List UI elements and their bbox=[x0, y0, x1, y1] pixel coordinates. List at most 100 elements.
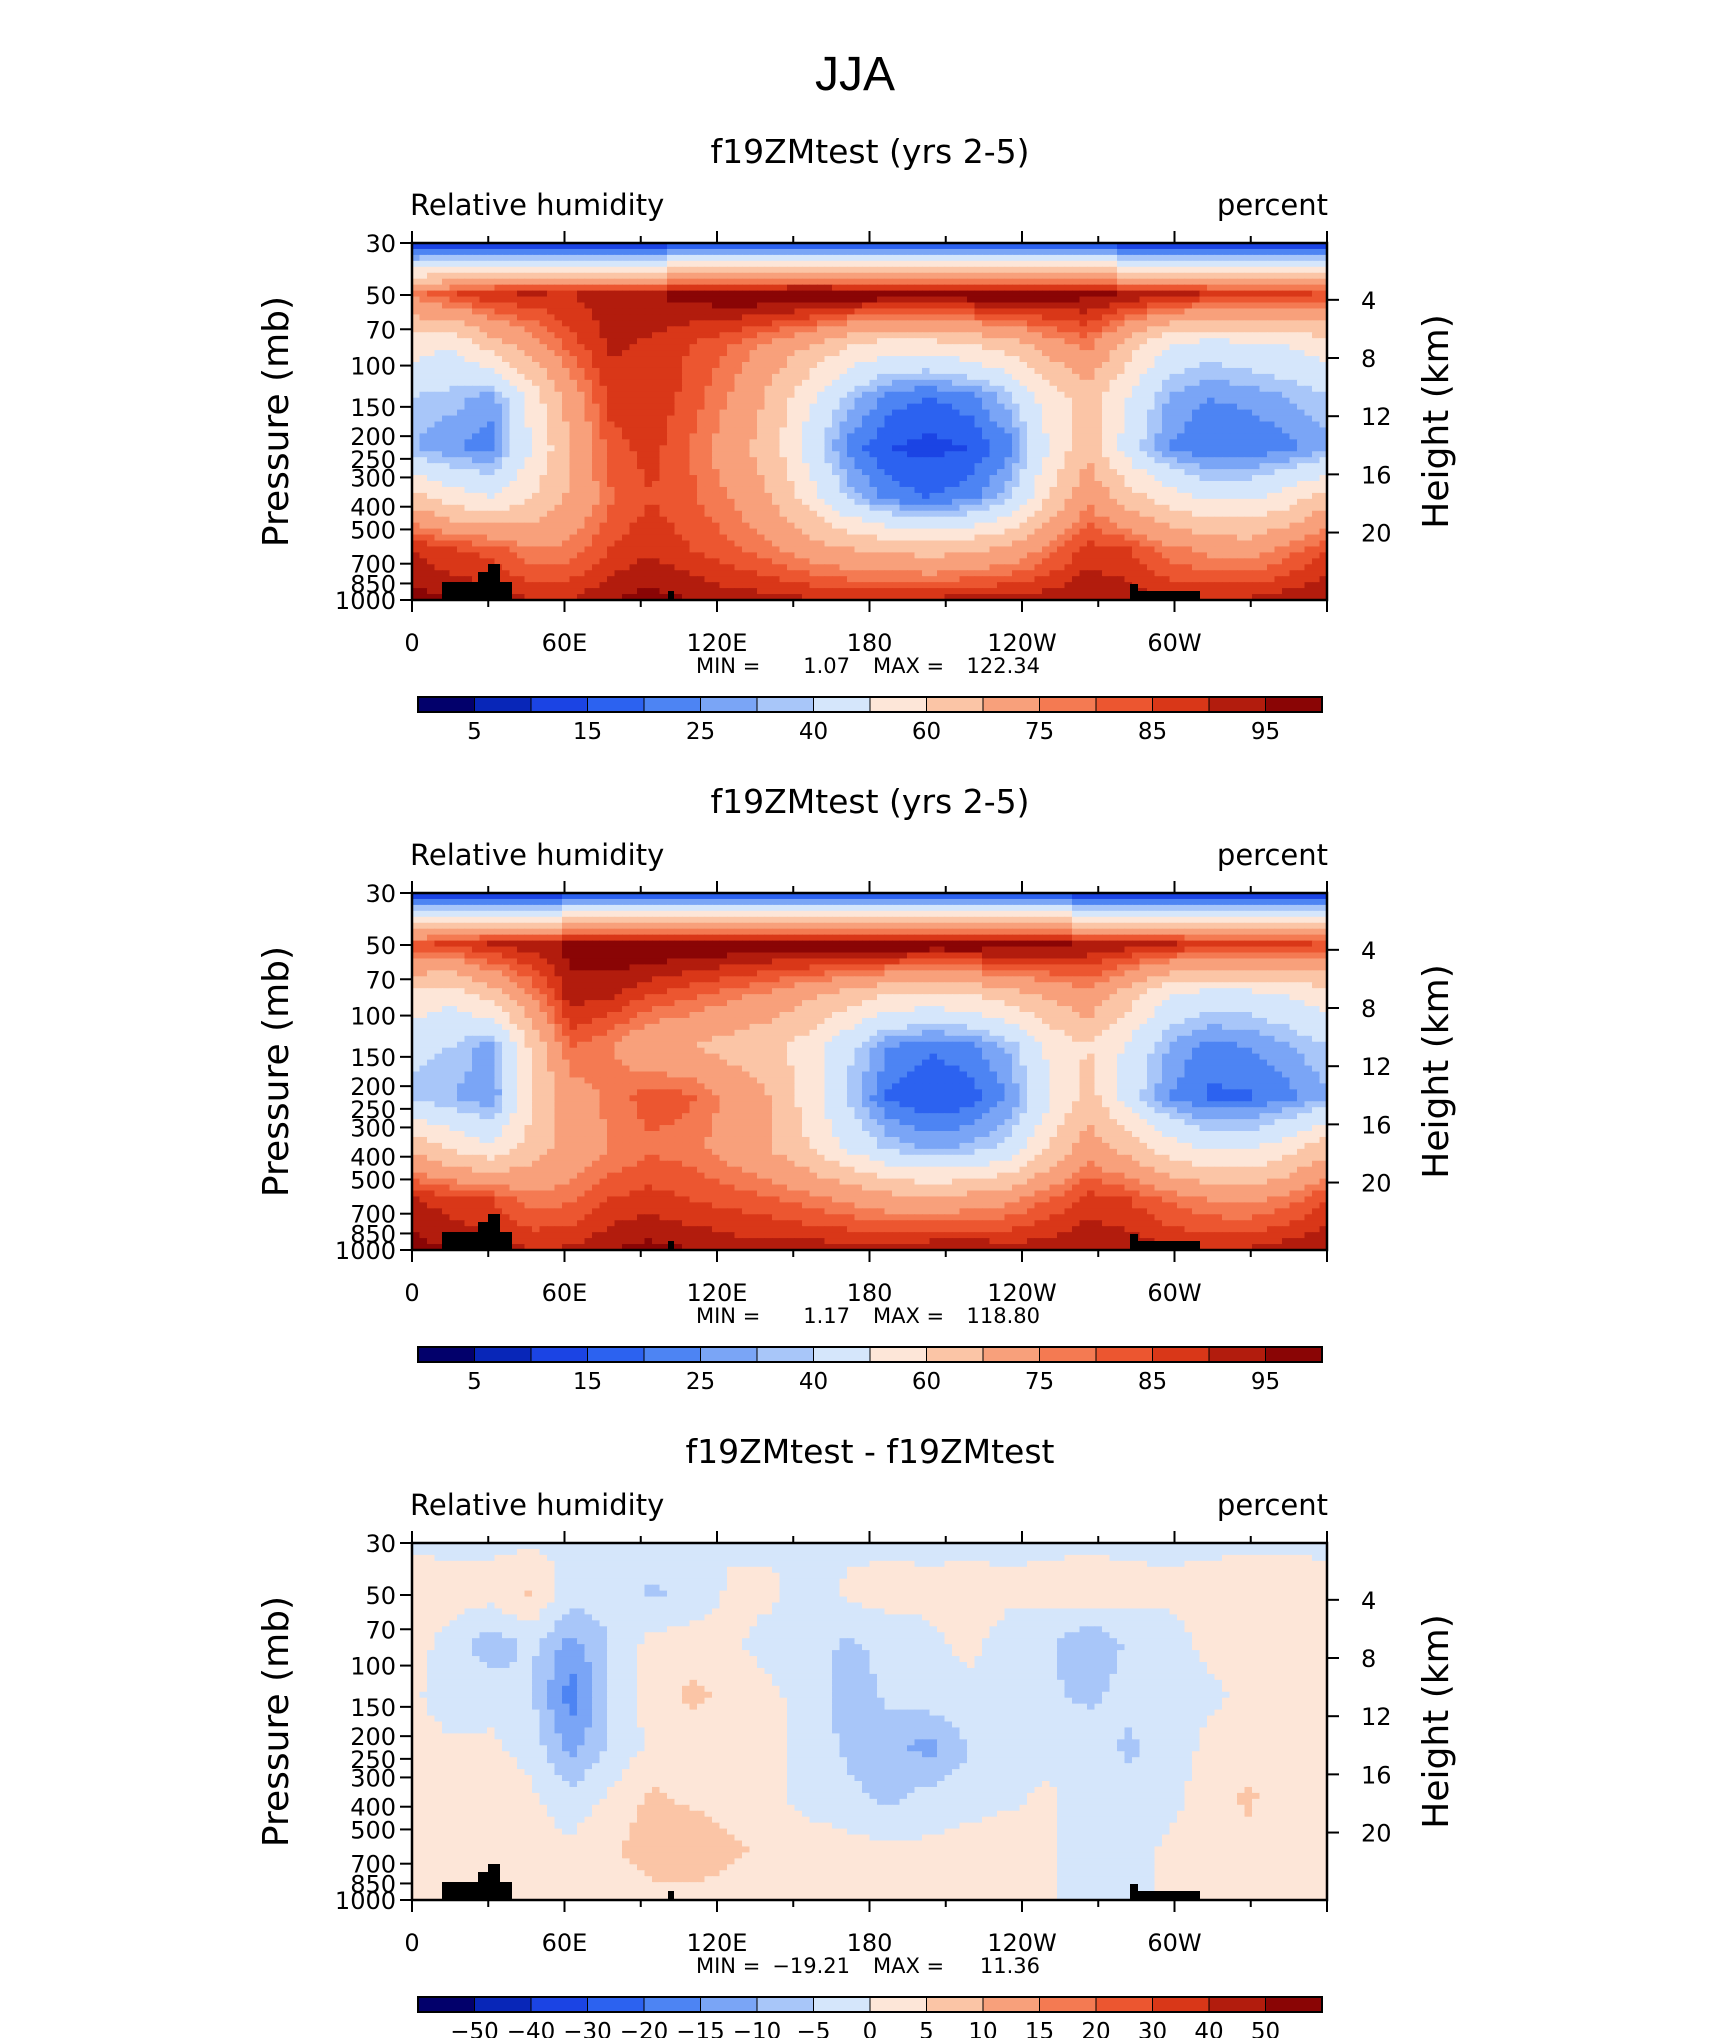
y-axis-title: Pressure (mb) bbox=[256, 946, 297, 1197]
max-value: 122.34 bbox=[967, 654, 1040, 678]
x-tick-label: 60W bbox=[1147, 1929, 1201, 1957]
height-axis: 20 16 12 8 4 bbox=[1327, 287, 1392, 548]
x-tick-label: 60E bbox=[542, 1279, 588, 1307]
colorbar-swatch bbox=[982, 1346, 1040, 1363]
colorbar-swatch bbox=[1095, 1996, 1153, 2013]
colorbar-swatch bbox=[813, 1346, 871, 1363]
colorbar-label: 5 bbox=[467, 719, 482, 745]
colorbar-swatch bbox=[417, 1346, 475, 1363]
variable-label: Relative humidity bbox=[410, 1488, 664, 1522]
colorbar-label: 95 bbox=[1251, 1369, 1280, 1395]
topography-mask bbox=[442, 1214, 1200, 1250]
y-tick-label: 50 bbox=[365, 1582, 396, 1610]
colorbar-label: 5 bbox=[467, 1369, 482, 1395]
min-value: 1.07 bbox=[803, 654, 850, 678]
colorbar-swatch bbox=[1152, 1996, 1210, 2013]
height-axis: 20 16 12 8 4 bbox=[1327, 1587, 1392, 1848]
y-tick-label: 30 bbox=[365, 880, 396, 908]
y-tick-label: 500 bbox=[350, 1816, 396, 1844]
height-tick-label: 20 bbox=[1361, 520, 1392, 548]
colorbar-swatch bbox=[813, 696, 871, 713]
colorbar-label: 10 bbox=[968, 2019, 997, 2038]
x-tick-label: 60W bbox=[1147, 629, 1201, 657]
y-tick-label: 700 bbox=[350, 551, 396, 579]
colorbar-swatch bbox=[643, 696, 701, 713]
colorbar-swatch bbox=[587, 1996, 645, 2013]
x-tick-label: 0 bbox=[404, 1929, 419, 1957]
heatmap-field bbox=[412, 243, 1328, 601]
height-tick-label: 4 bbox=[1361, 1587, 1376, 1615]
height-axis: 20 16 12 8 4 bbox=[1327, 937, 1392, 1198]
colorbar-label: 75 bbox=[1025, 719, 1054, 745]
panel-title: f19ZMtest (yrs 2-5) bbox=[711, 782, 1030, 821]
x-tick-label: 120W bbox=[987, 1929, 1057, 1957]
y-tick-label: 50 bbox=[365, 282, 396, 310]
panel-title: f19ZMtest - f19ZMtest bbox=[685, 1432, 1054, 1471]
y-tick-label: 250 bbox=[350, 1746, 396, 1774]
units-label: percent bbox=[1217, 188, 1328, 222]
colorbar-swatch bbox=[530, 696, 588, 713]
y-tick-label: 70 bbox=[365, 316, 396, 344]
y-tick-label: 400 bbox=[350, 1794, 396, 1822]
colorbar-swatch bbox=[700, 696, 758, 713]
y-tick-label: 300 bbox=[350, 464, 396, 492]
colorbar: 5 15 25 40 60 75 85 95 bbox=[417, 1346, 1323, 1395]
colorbar-swatch bbox=[756, 696, 814, 713]
x-axis: 0 60E 120E 180 120W 60W bbox=[404, 881, 1328, 1307]
colorbar-swatch bbox=[530, 1346, 588, 1363]
height-tick-label: 16 bbox=[1361, 1761, 1392, 1789]
colorbar-swatch bbox=[1208, 696, 1266, 713]
colorbar-swatch bbox=[869, 696, 927, 713]
colorbar-swatch bbox=[700, 1346, 758, 1363]
height-tick-label: 20 bbox=[1361, 1820, 1392, 1848]
min-max-label: MIN = 1.17 MAX = 118.80 bbox=[696, 1304, 1040, 1328]
colorbar-label: −5 bbox=[797, 2019, 831, 2038]
y-tick-label: 100 bbox=[350, 1003, 396, 1031]
min-max-label: MIN = −19.21 MAX = 11.36 bbox=[696, 1954, 1040, 1978]
x-tick-label: 0 bbox=[404, 1279, 419, 1307]
panel-1: f19ZMtest (yrs 2-5) Relative humidity perc… bbox=[256, 132, 1457, 745]
colorbar-swatch bbox=[530, 1996, 588, 2013]
colorbar-label: 95 bbox=[1251, 719, 1280, 745]
y-tick-label: 700 bbox=[350, 1201, 396, 1229]
colorbar-swatch bbox=[643, 1996, 701, 2013]
height-tick-label: 16 bbox=[1361, 461, 1392, 489]
min-value: −19.21 bbox=[772, 1954, 850, 1978]
y-tick-label: 400 bbox=[350, 494, 396, 522]
y-tick-label: 1000 bbox=[335, 1887, 396, 1915]
height-tick-label: 12 bbox=[1361, 1703, 1392, 1731]
figure-title: JJA bbox=[815, 48, 895, 101]
colorbar-label: −50 bbox=[450, 2019, 499, 2038]
x-tick-label: 120E bbox=[687, 1279, 748, 1307]
colorbar-label: 15 bbox=[573, 1369, 602, 1395]
y-tick-label: 500 bbox=[350, 1166, 396, 1194]
x-tick-label: 0 bbox=[404, 629, 419, 657]
x-tick-label: 120E bbox=[687, 1929, 748, 1957]
colorbar-label: −10 bbox=[733, 2019, 782, 2038]
heatmap-field bbox=[412, 1543, 1328, 1901]
heatmap-field bbox=[412, 893, 1328, 1251]
variable-label: Relative humidity bbox=[410, 838, 664, 872]
x-axis: 0 60E 120E 180 120W 60W bbox=[404, 231, 1328, 657]
colorbar-label: 30 bbox=[1138, 2019, 1167, 2038]
min-label: MIN = bbox=[696, 1954, 760, 1978]
colorbar-swatch bbox=[926, 696, 984, 713]
min-max-label: MIN = 1.07 MAX = 122.34 bbox=[696, 654, 1040, 678]
colorbar-swatch bbox=[1152, 1346, 1210, 1363]
y-tick-label: 1000 bbox=[335, 587, 396, 615]
y-tick-label: 1000 bbox=[335, 1237, 396, 1265]
panel-2: f19ZMtest (yrs 2-5) Relative humidity perc… bbox=[256, 782, 1457, 1395]
colorbar-label: 85 bbox=[1138, 719, 1167, 745]
y2-axis-title: Height (km) bbox=[1416, 314, 1457, 528]
x-tick-label: 180 bbox=[847, 1929, 893, 1957]
x-tick-label: 120W bbox=[987, 629, 1057, 657]
y-tick-label: 300 bbox=[350, 1764, 396, 1792]
colorbar-swatch bbox=[756, 1996, 814, 2013]
y-tick-label: 50 bbox=[365, 932, 396, 960]
colorbar-label: −15 bbox=[676, 2019, 725, 2038]
y-tick-label: 100 bbox=[350, 1653, 396, 1681]
colorbar-label: 5 bbox=[919, 2019, 934, 2038]
colorbar-label: 85 bbox=[1138, 1369, 1167, 1395]
